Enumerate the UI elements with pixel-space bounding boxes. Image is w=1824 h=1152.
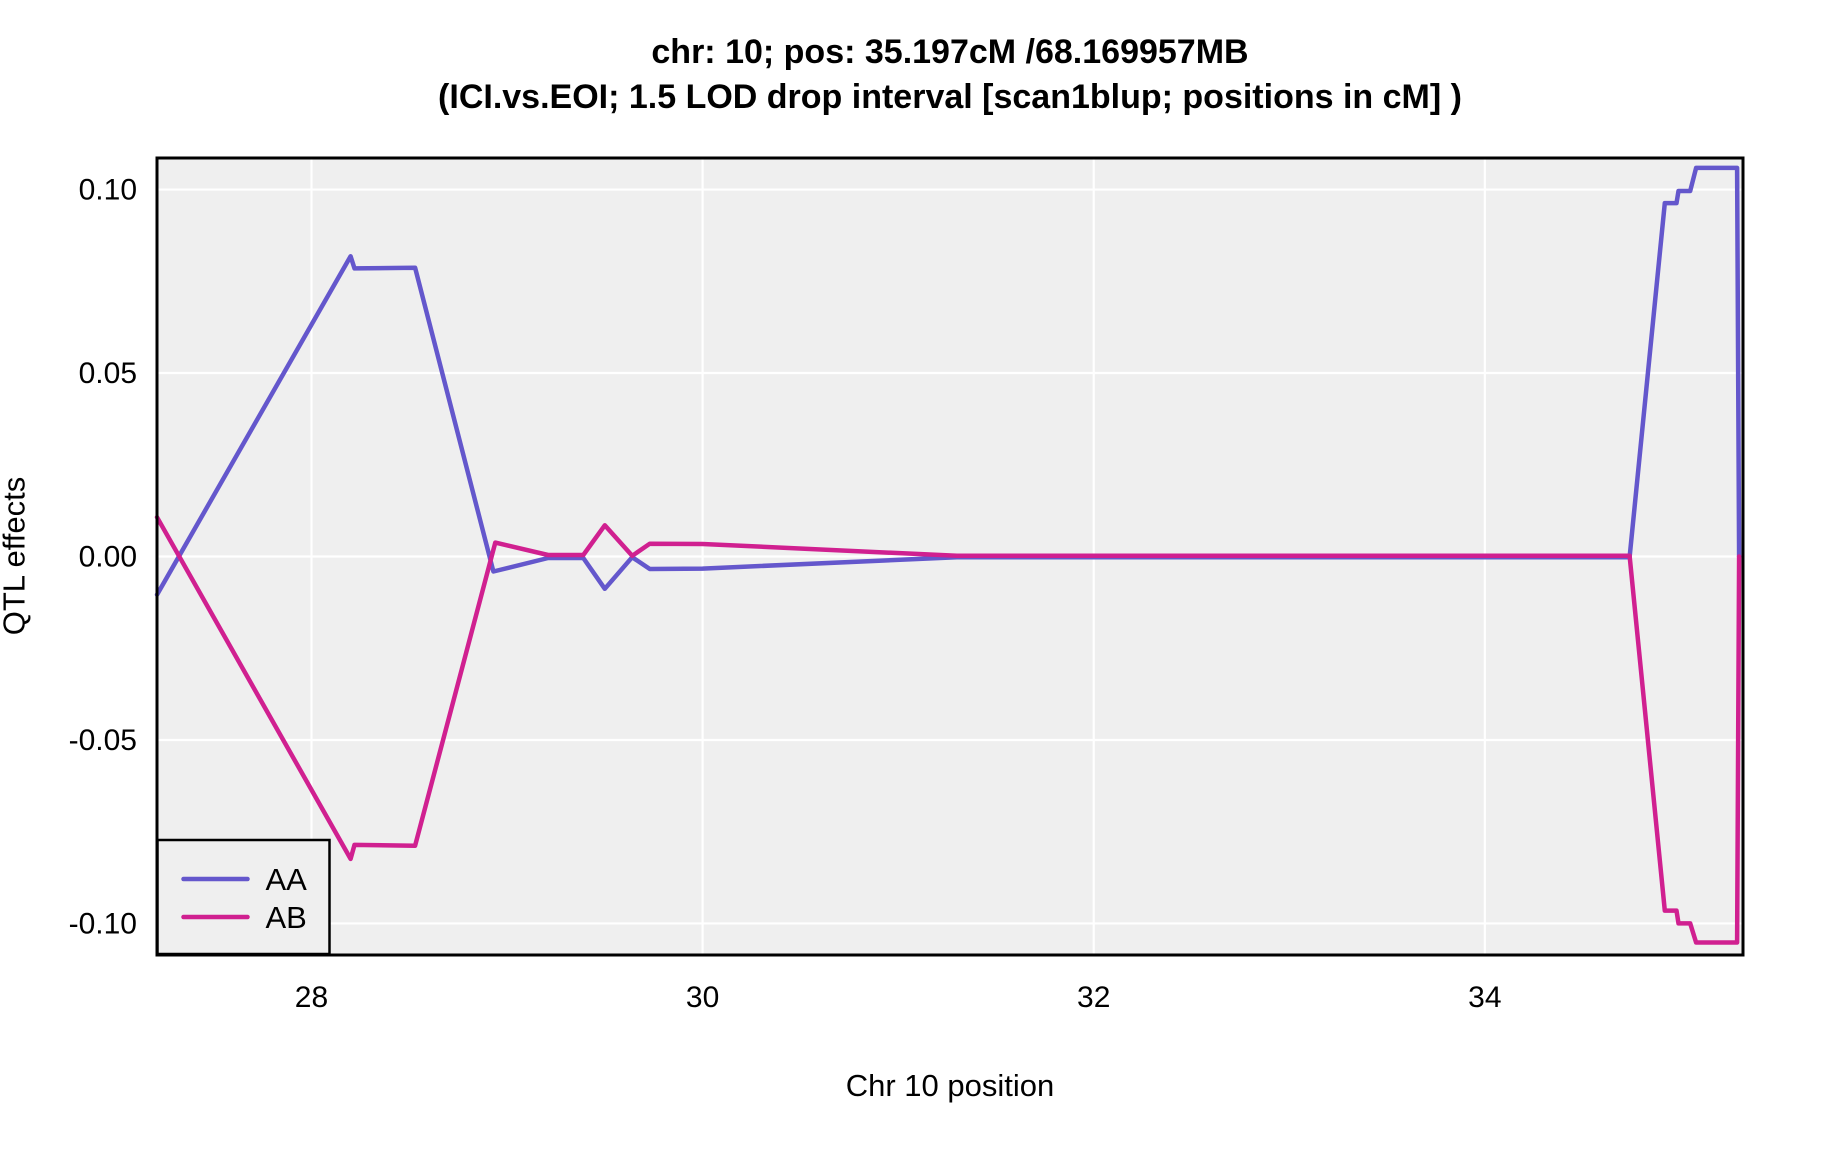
y-tick-label: 0.10 — [79, 174, 137, 207]
x-tick-label: 32 — [1077, 981, 1110, 1014]
legend-label-AA: AA — [266, 862, 308, 897]
legend-label-AB: AB — [266, 900, 307, 935]
x-axis-title: Chr 10 position — [845, 1068, 1055, 1103]
plot-panel-border — [155, 156, 1745, 957]
y-tick-label: -0.05 — [69, 724, 137, 757]
x-tick-label: 34 — [1468, 981, 1501, 1014]
x-tick-label: 30 — [686, 981, 719, 1014]
series-line-AB — [154, 514, 1742, 945]
plot-title-line1: chr: 10; pos: 35.197cM /68.169957MB — [651, 33, 1249, 71]
plot-title-line2: (ICI.vs.EOI; 1.5 LOD drop interval [scan… — [438, 78, 1462, 116]
y-tick-label: -0.10 — [69, 907, 137, 940]
plot-title-block: chr: 10; pos: 35.197cM /68.169957MB (ICI… — [157, 30, 1743, 120]
series-line-AA — [154, 165, 1742, 597]
x-tick-label: 28 — [295, 981, 328, 1014]
y-tick-label: 0.05 — [79, 357, 137, 390]
legend-box — [156, 838, 331, 956]
y-tick-label: 0.00 — [79, 541, 137, 574]
